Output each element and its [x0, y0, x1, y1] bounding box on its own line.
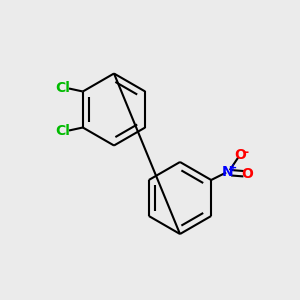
Text: +: + [229, 163, 237, 173]
Text: O: O [234, 148, 246, 162]
Text: N: N [222, 166, 233, 179]
Text: O: O [241, 167, 253, 181]
Text: Cl: Cl [55, 82, 70, 95]
Text: Cl: Cl [55, 124, 70, 137]
Text: -: - [243, 146, 248, 159]
